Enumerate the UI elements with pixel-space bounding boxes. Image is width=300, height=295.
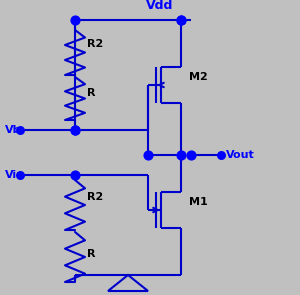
Point bbox=[73, 128, 77, 132]
Text: M1: M1 bbox=[189, 197, 208, 207]
Point bbox=[73, 173, 77, 177]
Text: M2: M2 bbox=[189, 72, 208, 82]
Point bbox=[73, 18, 77, 22]
Point bbox=[189, 153, 194, 157]
Point bbox=[73, 128, 77, 132]
Text: R2: R2 bbox=[87, 192, 103, 202]
Text: R: R bbox=[87, 88, 95, 98]
Text: Vin: Vin bbox=[5, 170, 25, 180]
Text: Vdd: Vdd bbox=[146, 0, 174, 12]
Text: Vb: Vb bbox=[5, 125, 22, 135]
Point bbox=[18, 173, 22, 177]
Point bbox=[219, 153, 224, 157]
Point bbox=[178, 18, 183, 22]
Point bbox=[18, 128, 22, 132]
Text: R2: R2 bbox=[87, 39, 103, 49]
Point bbox=[178, 153, 183, 157]
Text: R: R bbox=[87, 249, 95, 259]
Point bbox=[178, 18, 183, 22]
Text: Vout: Vout bbox=[226, 150, 255, 160]
Point bbox=[146, 153, 150, 157]
